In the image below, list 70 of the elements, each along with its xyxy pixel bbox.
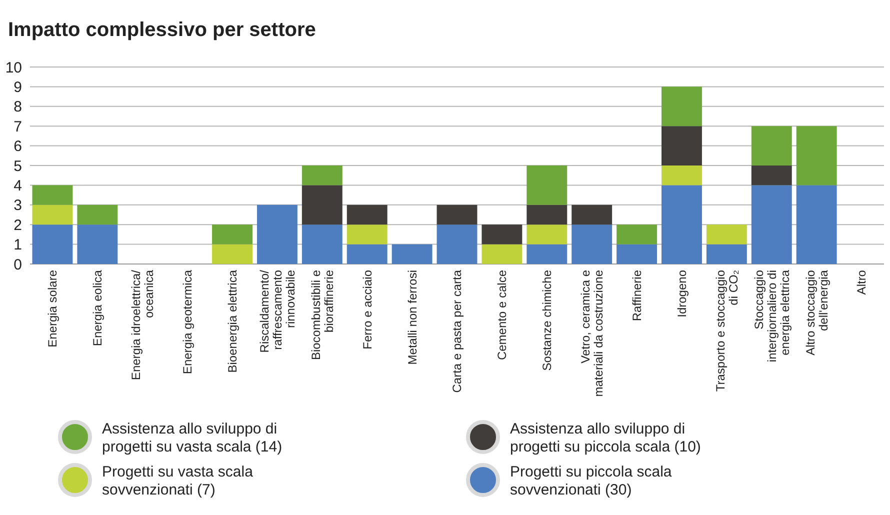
y-tick-label: 0 [14, 256, 22, 274]
legend-label: Assistenza allo sviluppo di progetti su vasta scala (14) [102, 420, 282, 456]
y-tick-label: 7 [14, 118, 22, 136]
y-tick-label: 6 [14, 138, 22, 156]
bar [751, 126, 792, 166]
legend-label: Assistenza allo sviluppo di progetti su piccola scala (10) [510, 420, 701, 456]
bar [346, 244, 388, 264]
x-tick-label: Bioenergia elettrica [225, 270, 240, 373]
bar [526, 224, 568, 244]
bar [436, 204, 478, 225]
x-tick-label: Energia geotermica [180, 270, 195, 374]
bar [572, 224, 612, 264]
y-tick-label: 4 [14, 177, 22, 194]
bar [796, 126, 837, 186]
bar [32, 185, 73, 205]
bar [482, 244, 522, 264]
x-tick-label: Idrogeno [674, 270, 689, 318]
bar [706, 224, 747, 244]
bar [662, 86, 702, 126]
y-tick-label: 9 [14, 78, 22, 96]
x-tick-label: Altro [854, 270, 869, 295]
legend-label: Progetti su piccola scala sovvenzionati (30) [510, 463, 672, 498]
bar [212, 244, 252, 264]
bar [616, 224, 658, 244]
bar [212, 224, 252, 244]
x-tick-label: Energia eolica [90, 270, 105, 346]
bar [346, 224, 388, 244]
bar [392, 244, 432, 264]
bar [526, 244, 568, 264]
x-tick-label: Sostanze chimiche [540, 270, 554, 371]
bar [32, 204, 73, 225]
bar [526, 166, 568, 205]
bar [436, 224, 478, 264]
y-tick-label: 2 [14, 216, 22, 234]
bar [346, 204, 388, 225]
bar [77, 204, 118, 225]
x-tick-label: Vetro, ceramica e materiali da costruzione [578, 270, 606, 397]
bar [256, 204, 298, 264]
x-tick-label: Metalli non ferrosi [405, 270, 420, 365]
bar [662, 185, 702, 264]
bar [662, 126, 702, 166]
x-tick-label: Raffinerie [630, 270, 644, 322]
x-tick-label: Energia idroelettrica/oceanica [129, 269, 156, 380]
bar [706, 244, 747, 264]
x-tick-label: Ferro e acciaio [360, 270, 374, 350]
bar [616, 244, 658, 264]
chart-title: Impatto complessivo per settore [8, 19, 316, 41]
bar [32, 224, 73, 264]
bar [302, 224, 342, 264]
x-tick-label: Energia solare [46, 270, 60, 348]
legend-label: Progetti su vasta scala sovvenzionati (7) [102, 463, 254, 498]
bar [77, 224, 118, 264]
y-tick-label: 8 [14, 98, 22, 116]
bar [751, 166, 792, 186]
bar [526, 204, 568, 225]
bar [662, 166, 702, 186]
bar [302, 166, 342, 186]
bar [482, 224, 522, 244]
bar [302, 185, 342, 225]
y-tick-label: 1 [14, 236, 22, 254]
y-tick-label: 5 [14, 158, 22, 175]
x-tick-label: Cemento e calce [495, 270, 510, 360]
x-tick-label: Riscaldamento/raffrescamento rinnovabile [257, 269, 298, 353]
y-tick-label: 10 [5, 59, 22, 76]
x-tick-label: Carta e pasta per carta [450, 270, 464, 393]
bar [572, 204, 612, 225]
x-tick-label: Trasporto e stoccaggio di CO₂ [713, 270, 740, 392]
bar [751, 185, 792, 264]
y-tick-label: 3 [14, 197, 22, 214]
bar [796, 185, 837, 264]
